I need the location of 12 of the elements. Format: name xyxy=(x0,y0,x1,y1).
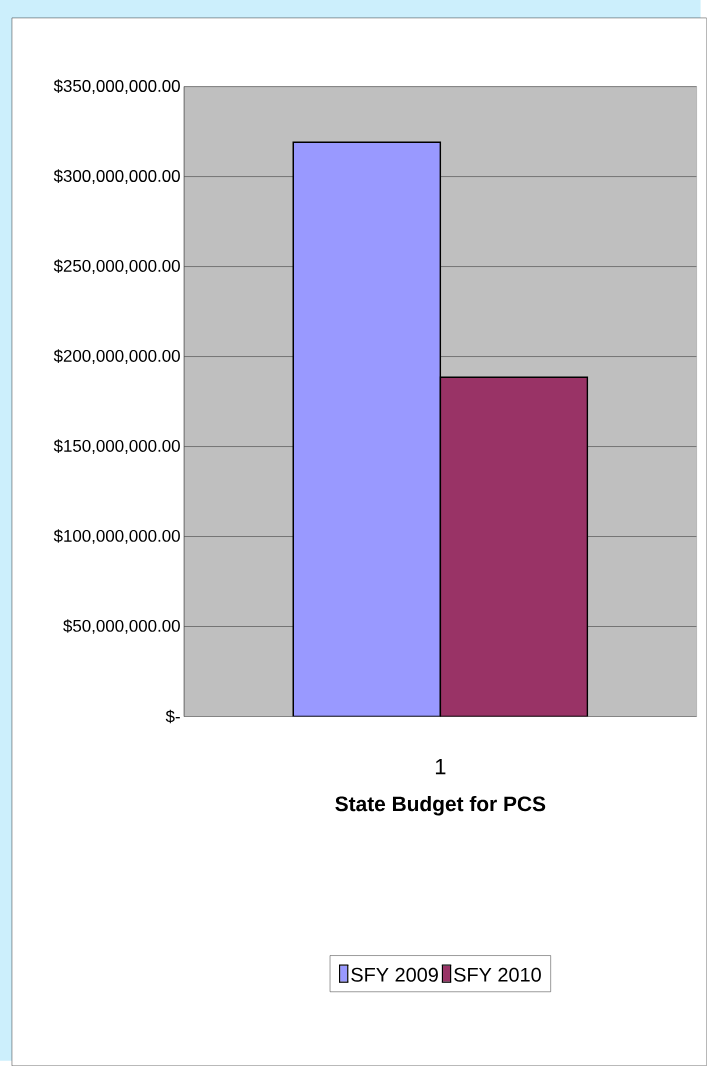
y-tick-label: $350,000,000.00 xyxy=(53,79,181,94)
y-tick-label: $100,000,000.00 xyxy=(53,529,181,544)
y-tick-label: $150,000,000.00 xyxy=(53,439,181,454)
legend-label: SFY 2009 xyxy=(351,967,439,982)
y-tick-label: $300,000,000.00 xyxy=(53,169,181,184)
y-tick-label: $250,000,000.00 xyxy=(53,259,181,274)
y-tick-label: $- xyxy=(165,709,180,724)
y-tick-label: $50,000,000.00 xyxy=(63,619,181,634)
y-tick-label: $200,000,000.00 xyxy=(53,349,181,364)
x-tick-label: 1 xyxy=(436,759,446,775)
x-axis-title: State Budget for PCS xyxy=(335,795,546,816)
legend-label: SFY 2010 xyxy=(454,967,542,982)
